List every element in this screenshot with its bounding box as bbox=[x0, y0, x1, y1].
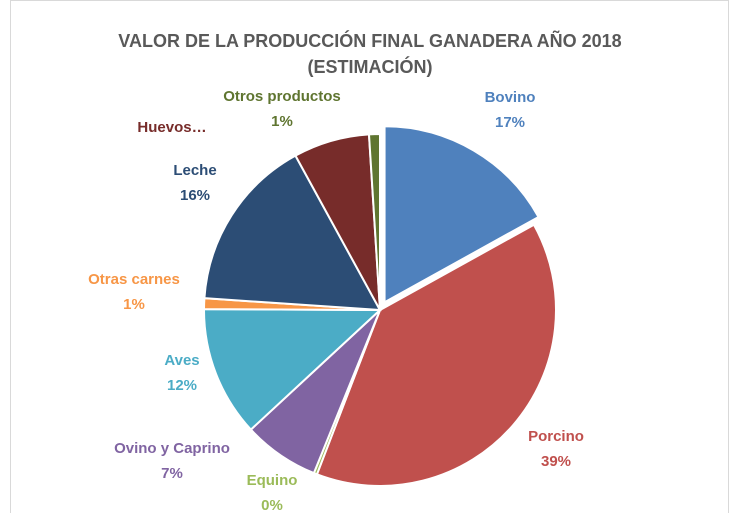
pie-slice bbox=[383, 125, 540, 304]
slice-label: Ovino y Caprino bbox=[114, 440, 230, 457]
slice-label: Leche bbox=[173, 162, 216, 179]
slice-label: Aves bbox=[164, 352, 199, 369]
chart-title: VALOR DE LA PRODUCCIÓN FINAL GANADERA AÑ… bbox=[118, 30, 621, 51]
slice-label: Equino bbox=[247, 472, 298, 489]
slice-label: Otros productos bbox=[223, 88, 341, 105]
slice-value-label: 1% bbox=[123, 296, 145, 313]
slice-label: Porcino bbox=[528, 428, 584, 445]
pie-slice bbox=[203, 154, 382, 312]
slice-value-label: 16% bbox=[180, 187, 210, 204]
pie-slice bbox=[315, 223, 557, 487]
pie-slice bbox=[367, 132, 381, 311]
slice-value-label: 1% bbox=[271, 113, 293, 130]
slice-label: Huevos… bbox=[137, 119, 206, 136]
pie-slice bbox=[203, 308, 383, 431]
slice-label: Bovino bbox=[485, 89, 536, 106]
slice-value-label: 12% bbox=[167, 377, 197, 394]
slice-value-label: 7% bbox=[161, 465, 183, 482]
slice-label: Otras carnes bbox=[88, 271, 180, 288]
chart-subtitle: (ESTIMACIÓN) bbox=[308, 56, 433, 77]
slice-value-label: 17% bbox=[495, 114, 525, 131]
slice-value-label: 39% bbox=[541, 453, 571, 470]
slice-value-label: 0% bbox=[261, 497, 283, 513]
